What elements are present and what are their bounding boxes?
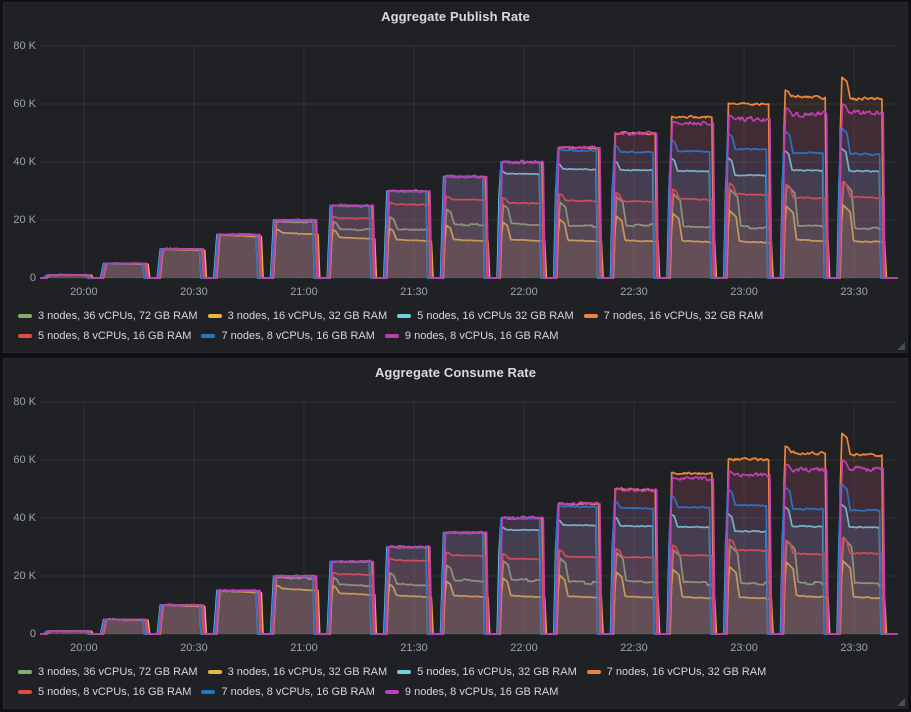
panel-aggregate-publish-rate: Aggregate Publish Rate 3 nodes, 36 vCPUs… (3, 2, 908, 353)
legend-series-marker (583, 313, 598, 318)
legend-series-label: 5 nodes, 8 vCPUs, 16 GB RAM (38, 685, 192, 698)
x-axis-label: 20:00 (70, 642, 98, 654)
legend-series-marker (18, 333, 32, 338)
legend-series-marker (586, 669, 601, 674)
legend-series-marker (397, 669, 412, 674)
panel-title[interactable]: Aggregate Publish Rate (381, 9, 530, 24)
y-axis-label: 20 K (13, 570, 36, 582)
series-area (41, 560, 897, 634)
chart-canvas (40, 45, 898, 279)
series-area (41, 204, 897, 278)
plot-area[interactable] (40, 401, 898, 636)
x-axis-label: 22:00 (510, 642, 538, 654)
legend-series-marker (384, 333, 399, 338)
series-area (41, 503, 897, 634)
legend-item[interactable]: 5 nodes, 8 vCPUs, 16 GB RAM (18, 682, 191, 701)
legend-series-marker (18, 669, 32, 674)
legend-series-marker (18, 689, 32, 694)
legend-series-label: 3 nodes, 16 vCPUs, 32 GB RAM (227, 309, 388, 322)
legend-item[interactable]: 7 nodes, 8 vCPUs, 16 GB RAM (201, 682, 375, 701)
plot-area[interactable] (40, 45, 898, 280)
x-axis-label: 20:30 (180, 286, 208, 298)
legend-item[interactable]: 5 nodes, 16 vCPUs, 32 GB RAM (397, 662, 577, 681)
legend-series-label: 7 nodes, 16 vCPUs, 32 GB RAM (603, 309, 764, 322)
chart-canvas (40, 401, 898, 635)
x-axis-label: 21:00 (290, 642, 318, 654)
legend-series-label: 5 nodes, 8 vCPUs, 16 GB RAM (38, 329, 192, 342)
legend-item[interactable]: 9 nodes, 8 vCPUs, 16 GB RAM (384, 682, 559, 701)
legend-item[interactable]: 3 nodes, 36 vCPUs, 72 GB RAM (18, 306, 198, 325)
legend-item[interactable]: 5 nodes, 8 vCPUs, 16 GB RAM (18, 326, 191, 345)
x-axis-label: 21:30 (400, 286, 428, 298)
x-axis-label: 23:30 (840, 642, 868, 654)
series-line (40, 459, 898, 635)
y-axis-label: 20 K (13, 214, 36, 226)
series-area (41, 127, 897, 278)
series-area (41, 104, 897, 278)
x-axis-label: 22:00 (510, 286, 538, 298)
y-axis-label: 60 K (13, 98, 36, 110)
legend-series-label: 3 nodes, 36 vCPUs, 72 GB RAM (38, 309, 198, 322)
x-axis-label: 23:00 (730, 642, 758, 654)
series-area (41, 181, 897, 278)
x-axis-label: 22:30 (620, 642, 648, 654)
series-area (41, 538, 897, 634)
legend-item[interactable]: 3 nodes, 16 vCPUs, 32 GB RAM (207, 306, 388, 325)
legend-series-label: 3 nodes, 16 vCPUs, 32 GB RAM (227, 665, 388, 678)
legend: 3 nodes, 36 vCPUs, 72 GB RAM 3 nodes, 16 … (18, 662, 904, 701)
legend-item[interactable]: 9 nodes, 8 vCPUs, 16 GB RAM (384, 326, 559, 345)
legend-series-label: 9 nodes, 8 vCPUs, 16 GB RAM (404, 329, 559, 342)
legend-item[interactable]: 7 nodes, 16 vCPUs, 32 GB RAM (586, 662, 767, 681)
legend-item[interactable]: 7 nodes, 16 vCPUs, 32 GB RAM (583, 306, 764, 325)
x-axis-label: 21:30 (400, 642, 428, 654)
legend-item[interactable]: 3 nodes, 36 vCPUs, 72 GB RAM (18, 662, 198, 681)
series-area (41, 182, 897, 278)
legend-item[interactable]: 5 nodes, 16 vCPUs 32 GB RAM (397, 306, 574, 325)
legend-series-marker (201, 689, 216, 694)
panel-resize-handle[interactable] (897, 698, 905, 706)
legend-series-label: 5 nodes, 16 vCPUs, 32 GB RAM (417, 665, 577, 678)
legend: 3 nodes, 36 vCPUs, 72 GB RAM 3 nodes, 16 … (18, 306, 904, 345)
y-axis-label: 40 K (13, 156, 36, 168)
legend-series-label: 7 nodes, 8 vCPUs, 16 GB RAM (221, 329, 375, 342)
legend-series-marker (201, 333, 216, 338)
series-area (41, 537, 897, 634)
y-axis-label: 80 K (13, 396, 36, 408)
y-axis-label: 0 (29, 272, 36, 284)
x-axis-label: 23:00 (730, 286, 758, 298)
series-area (41, 147, 897, 278)
series-area (41, 483, 897, 634)
x-axis-label: 22:30 (620, 286, 648, 298)
panel-title[interactable]: Aggregate Consume Rate (374, 365, 537, 380)
legend-series-label: 7 nodes, 8 vCPUs, 16 GB RAM (221, 685, 375, 698)
legend-series-marker (207, 669, 222, 674)
x-axis-label: 20:00 (70, 286, 98, 298)
legend-item[interactable]: 7 nodes, 8 vCPUs, 16 GB RAM (201, 326, 375, 345)
y-axis-label: 40 K (13, 512, 36, 524)
series-line (40, 103, 898, 279)
legend-series-marker (397, 313, 412, 318)
legend-series-label: 3 nodes, 36 vCPUs, 72 GB RAM (38, 665, 198, 678)
x-axis-label: 23:30 (840, 286, 868, 298)
y-axis-label: 0 (29, 628, 36, 640)
panel-aggregate-consume-rate: Aggregate Consume Rate 3 nodes, 36 vCPUs… (3, 358, 908, 709)
legend-series-marker (18, 313, 32, 318)
legend-series-marker (207, 313, 222, 318)
legend-series-label: 7 nodes, 16 vCPUs, 32 GB RAM (606, 665, 767, 678)
legend-series-marker (384, 689, 399, 694)
panel-resize-handle[interactable] (897, 342, 905, 350)
y-axis-label: 80 K (13, 40, 36, 52)
x-axis-label: 21:00 (290, 286, 318, 298)
legend-item[interactable]: 3 nodes, 16 vCPUs, 32 GB RAM (207, 662, 388, 681)
x-axis-label: 20:30 (180, 642, 208, 654)
legend-series-label: 9 nodes, 8 vCPUs, 16 GB RAM (404, 685, 559, 698)
series-area (41, 460, 897, 634)
y-axis-label: 60 K (13, 454, 36, 466)
legend-series-label: 5 nodes, 16 vCPUs 32 GB RAM (417, 309, 574, 322)
